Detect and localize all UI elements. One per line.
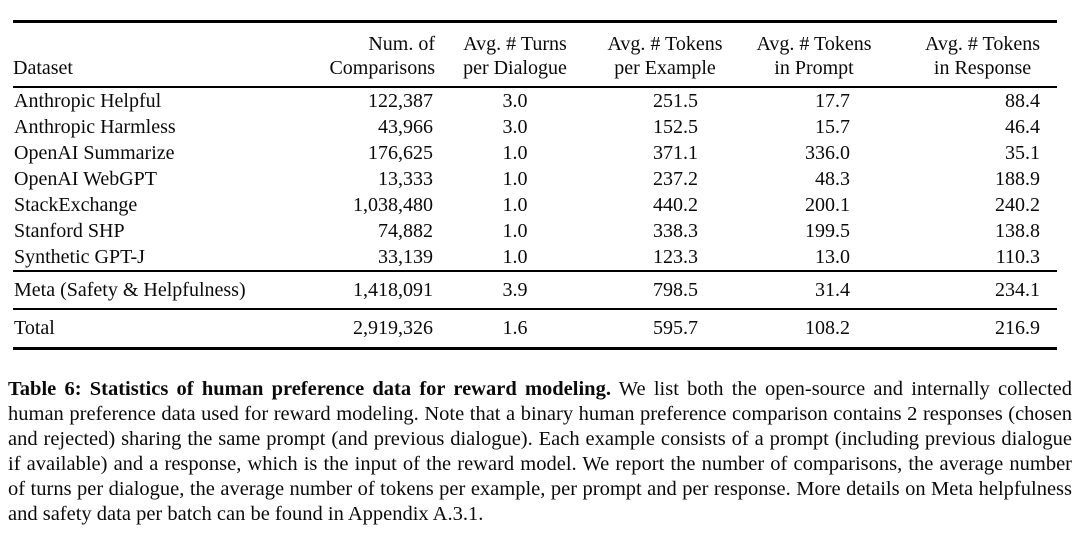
cell-turns: 1.0 [502,246,528,268]
cell-dataset: OpenAI WebGPT [14,168,157,190]
cell-dataset: Stanford SHP [14,220,125,242]
table-row: Synthetic GPT-J 33,139 1.0 123.3 13.0 11… [13,244,1057,271]
table-row-meta: Meta (Safety & Helpfulness) 1,418,091 3.… [13,270,1057,310]
cell-turns: 3.9 [440,270,590,310]
header-avg-tokens-in-prompt: Avg. # Tokens in Prompt [740,20,888,88]
cell-comparisons: 74,882 [378,220,433,242]
cell-tokens-response: 234.1 [888,270,1057,310]
cell-comparisons: 43,966 [378,116,433,138]
cell-tokens-prompt: 200.1 [805,194,850,216]
header-line1: Avg. # Tokens [756,33,872,55]
cell-comparisons: 1,038,480 [353,194,433,216]
table-row: Anthropic Harmless 43,966 3.0 152.5 15.7… [13,114,1057,140]
cell-tokens-response: 188.9 [995,168,1040,190]
table-row: Stanford SHP 74,882 1.0 338.3 199.5 138.… [13,218,1057,244]
cell-tokens-response: 216.9 [888,309,1057,350]
cell-turns: 1.0 [502,168,528,190]
cell-turns: 1.6 [440,309,590,350]
header-avg-tokens-in-response: Avg. # Tokens in Response [888,20,1057,88]
cell-comparisons: 2,919,326 [290,309,440,350]
cell-dataset: Total [13,309,290,350]
cell-tokens-prompt: 31.4 [740,270,888,310]
caption-label: Table 6: Statistics of human preference … [8,378,611,400]
header-line1: Avg. # Tokens [607,33,723,55]
header-line2: per Dialogue [463,57,567,79]
cell-dataset: Meta (Safety & Helpfulness) [13,270,290,310]
cell-dataset: StackExchange [14,194,138,216]
cell-tokens-example: 237.2 [653,168,698,190]
cell-tokens-example: 152.5 [653,116,698,138]
header-line2: in Prompt [774,57,854,79]
header-dataset: Dataset [13,20,290,88]
cell-comparisons: 176,625 [368,142,433,164]
header-line2: per Example [614,57,716,79]
cell-tokens-prompt: 108.2 [740,309,888,350]
cell-tokens-example: 798.5 [590,270,740,310]
table-row-total: Total 2,919,326 1.6 595.7 108.2 216.9 [13,309,1057,350]
header-avg-tokens-per-example: Avg. # Tokens per Example [590,20,740,88]
header-line2: Comparisons [329,57,435,79]
cell-tokens-example: 371.1 [653,142,698,164]
caption-body: We list both the open-source and interna… [8,378,1072,525]
cell-tokens-example: 338.3 [653,220,698,242]
header-line1: Avg. # Turns [463,33,567,55]
cell-tokens-response: 110.3 [995,246,1040,268]
table-row: Anthropic Helpful 122,387 3.0 251.5 17.7… [13,87,1057,114]
header-num-comparisons: Num. of Comparisons [290,20,440,88]
header-avg-turns-per-dialogue: Avg. # Turns per Dialogue [440,20,590,88]
header-line1: Avg. # Tokens [924,33,1041,55]
cell-turns: 3.0 [502,116,528,138]
cell-tokens-response: 88.4 [1005,90,1040,112]
cell-turns: 1.0 [502,194,528,216]
header-row: Dataset Num. of Comparisons Avg. # Turns… [13,20,1057,88]
cell-tokens-example: 123.3 [653,246,698,268]
cell-dataset: Anthropic Harmless [14,116,176,138]
paper-page: Dataset Num. of Comparisons Avg. # Turns… [0,20,1080,558]
header-line1 [13,32,290,56]
table-caption: Table 6: Statistics of human preference … [8,377,1072,527]
cell-dataset: OpenAI Summarize [14,142,175,164]
cell-tokens-response: 138.8 [995,220,1040,242]
cell-tokens-response: 240.2 [995,194,1040,216]
cell-comparisons: 1,418,091 [290,270,440,310]
cell-dataset: Synthetic GPT-J [14,246,145,268]
table-row: OpenAI Summarize 176,625 1.0 371.1 336.0… [13,140,1057,166]
cell-tokens-prompt: 336.0 [805,142,850,164]
header-line2: Dataset [13,57,73,79]
cell-turns: 1.0 [502,142,528,164]
table-row: OpenAI WebGPT 13,333 1.0 237.2 48.3 188.… [13,166,1057,192]
cell-comparisons: 13,333 [378,168,433,190]
cell-tokens-response: 46.4 [1005,116,1040,138]
cell-tokens-prompt: 15.7 [815,116,850,138]
cell-comparisons: 33,139 [378,246,433,268]
cell-turns: 1.0 [502,220,528,242]
cell-tokens-prompt: 48.3 [815,168,850,190]
header-line1: Num. of [368,33,435,55]
cell-dataset: Anthropic Helpful [14,90,162,112]
cell-tokens-prompt: 17.7 [815,90,850,112]
table-row: StackExchange 1,038,480 1.0 440.2 200.1 … [13,192,1057,218]
cell-tokens-prompt: 199.5 [805,220,850,242]
cell-tokens-response: 35.1 [1005,142,1040,164]
cell-tokens-prompt: 13.0 [815,246,850,268]
header-line2: in Response [933,57,1032,79]
cell-tokens-example: 595.7 [590,309,740,350]
cell-tokens-example: 440.2 [653,194,698,216]
cell-tokens-example: 251.5 [653,90,698,112]
preference-data-stats-table: Dataset Num. of Comparisons Avg. # Turns… [13,20,1057,350]
cell-comparisons: 122,387 [368,90,433,112]
cell-turns: 3.0 [502,90,528,112]
